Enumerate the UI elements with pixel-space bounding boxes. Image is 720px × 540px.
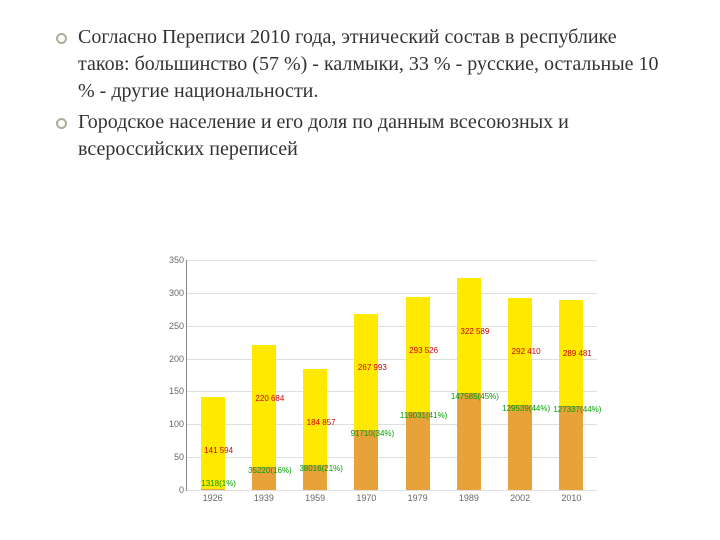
y-tick-label: 0 <box>154 485 187 495</box>
gridline <box>187 424 597 425</box>
y-tick-label: 150 <box>154 386 187 396</box>
gridline <box>187 391 597 392</box>
gridline <box>187 260 597 261</box>
bar-urban <box>508 405 532 490</box>
bar-total-label: 322 589 <box>460 328 489 336</box>
bar-total-label: 293 526 <box>409 347 438 355</box>
bar-urban-label: 119031(41%) <box>400 412 447 420</box>
gridline <box>187 359 597 360</box>
x-tick-label: 2002 <box>510 490 530 503</box>
bullet-dot-icon <box>56 33 67 44</box>
bar-urban-label: 129539(44%) <box>502 405 550 413</box>
bar-group <box>457 278 481 490</box>
x-tick-label: 1989 <box>459 490 479 503</box>
x-tick-label: 1959 <box>305 490 325 503</box>
bar-urban-label: 127337(44%) <box>553 406 601 414</box>
bar-urban <box>457 393 481 490</box>
bar-urban-label: 38016(21%) <box>299 465 343 473</box>
gridline <box>187 457 597 458</box>
bar-rest <box>252 345 276 467</box>
bar-urban-label: 91710(34%) <box>351 430 395 438</box>
bar-total-label: 289 481 <box>563 350 592 358</box>
x-tick-label: 1979 <box>408 490 428 503</box>
chart: 0501001502002503003501926141 5941318(1%)… <box>150 260 610 518</box>
y-tick-label: 200 <box>154 354 187 364</box>
y-tick-label: 50 <box>154 452 187 462</box>
bar-group <box>354 314 378 490</box>
bullet-1: Согласно Переписи 2010 года, этнический … <box>56 24 672 105</box>
bullet-1-text: Согласно Переписи 2010 года, этнический … <box>78 26 659 102</box>
bar-total-label: 220 684 <box>255 395 284 403</box>
bullet-2-text: Городское население и его доля по данным… <box>78 111 569 160</box>
gridline <box>187 326 597 327</box>
chart-plot-area: 0501001502002503003501926141 5941318(1%)… <box>186 260 597 491</box>
bar-group <box>201 397 225 490</box>
bar-total-label: 184 857 <box>307 419 336 427</box>
bar-urban <box>559 406 583 490</box>
y-tick-label: 300 <box>154 288 187 298</box>
bar-urban-label: 1318(1%) <box>201 480 236 488</box>
x-tick-label: 1970 <box>356 490 376 503</box>
body-text: Согласно Переписи 2010 года, этнический … <box>56 24 672 163</box>
bar-total-label: 292 410 <box>512 348 541 356</box>
bar-urban <box>201 489 225 490</box>
gridline <box>187 490 597 491</box>
bullet-dot-icon <box>56 118 67 129</box>
bar-urban <box>406 412 430 490</box>
bullet-2: Городское население и его доля по данным… <box>56 109 672 163</box>
y-tick-label: 350 <box>154 255 187 265</box>
x-tick-label: 1939 <box>254 490 274 503</box>
slide: Согласно Переписи 2010 года, этнический … <box>0 0 720 540</box>
bar-urban-label: 35220(16%) <box>248 467 292 475</box>
y-tick-label: 100 <box>154 419 187 429</box>
gridline <box>187 293 597 294</box>
y-tick-label: 250 <box>154 321 187 331</box>
bar-group <box>406 297 430 490</box>
bar-group <box>508 298 532 490</box>
bar-urban <box>354 430 378 490</box>
bar-total-label: 141 594 <box>204 447 233 455</box>
bar-rest <box>201 397 225 489</box>
bar-urban-label: 147585(45%) <box>451 393 499 401</box>
x-tick-label: 2010 <box>561 490 581 503</box>
bar-group <box>559 300 583 490</box>
x-tick-label: 1926 <box>203 490 223 503</box>
bar-total-label: 267 993 <box>358 364 387 372</box>
